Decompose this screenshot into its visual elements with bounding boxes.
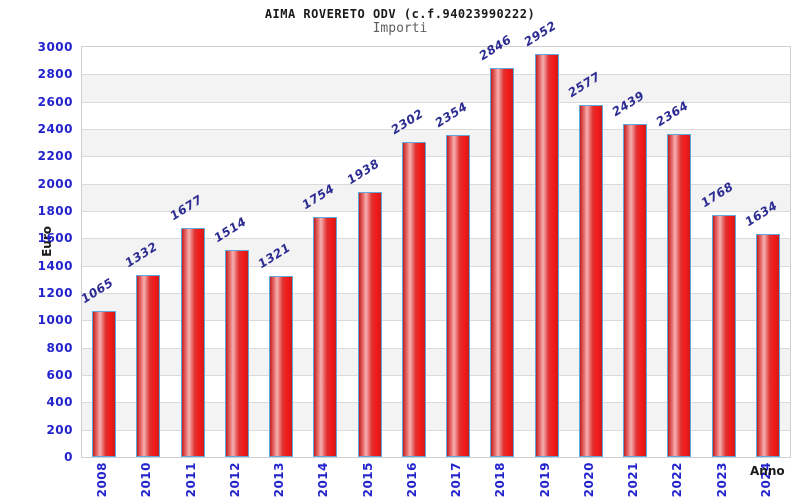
y-tick-label: 0 [64,450,73,464]
y-tick-label: 2400 [37,122,73,136]
x-tick-label: 2015 [360,462,375,498]
background-stripe [82,47,790,75]
gridline [82,101,790,103]
bar-2013 [269,276,294,457]
y-tick-label: 1000 [37,313,73,328]
y-tick-label: 400 [46,395,73,410]
bar-2010 [136,274,161,457]
gridline [82,183,790,185]
gridline [82,156,790,158]
bar-2008 [92,311,117,457]
bar-2017 [446,135,471,457]
bar-2018 [490,68,515,457]
x-tick-label: 2013 [272,462,287,498]
y-tick-label: 1400 [37,258,73,273]
gridline [82,129,790,130]
bar-2020 [578,104,603,457]
x-tick-label: 2016 [404,462,419,498]
x-tick-label: 2017 [449,462,464,498]
gridline [82,265,790,267]
y-tick-label: 600 [46,368,73,382]
y-tick-label: 2800 [37,67,73,82]
bar-2016 [401,142,426,457]
x-tick-label: 2021 [626,462,641,498]
gridline [82,238,790,240]
x-tick-label: 2018 [493,462,508,498]
y-tick-label: 200 [46,422,73,437]
gridline [82,402,790,404]
background-stripe [82,74,790,102]
y-tick-label: 1200 [37,286,73,300]
bar-2012 [224,250,249,457]
bar-2011 [180,227,205,457]
bar-2014 [313,217,338,457]
x-tick-label: 2010 [139,462,154,498]
y-tick-label: 2600 [37,94,73,109]
gridline [82,211,790,212]
gridline [82,429,790,431]
x-tick-label: 2012 [227,462,242,498]
gridline [82,293,790,294]
gridline [82,320,790,322]
background-stripe [82,101,790,129]
gridline [82,74,790,76]
bar-2022 [667,133,692,457]
x-tick-label: 2019 [537,462,552,498]
x-tick-label: 2020 [581,462,596,498]
plot-area: 1065 1332 1677 1514 1321 1754 1938 2302 2354 2846… [79,18,791,458]
x-tick-label: 2008 [95,462,110,498]
y-tick-label: 1800 [37,204,73,218]
x-tick-label: 2014 [316,462,331,498]
bar-2021 [623,123,648,457]
y-tick-label: 1600 [37,231,73,246]
gridline [82,347,790,349]
gridline [82,375,790,376]
x-axis-title: Anno [750,464,785,478]
y-tick-label: 2000 [37,176,73,191]
y-tick-label: 3000 [37,40,73,54]
bar-2024 [755,233,780,457]
chart-title: AIMA ROVERETO ODV (c.f.94023990222) [264,7,536,21]
y-tick-label: 800 [46,340,73,355]
bar-2023 [711,215,736,457]
x-tick-label: 2011 [183,462,198,498]
bar-2015 [357,192,382,457]
chart-subtitle: Importi [372,21,428,36]
bar-2019 [534,53,559,457]
x-tick-label: 2023 [714,462,729,498]
y-tick-label: 2200 [37,149,73,164]
x-tick-label: 2022 [670,462,685,498]
